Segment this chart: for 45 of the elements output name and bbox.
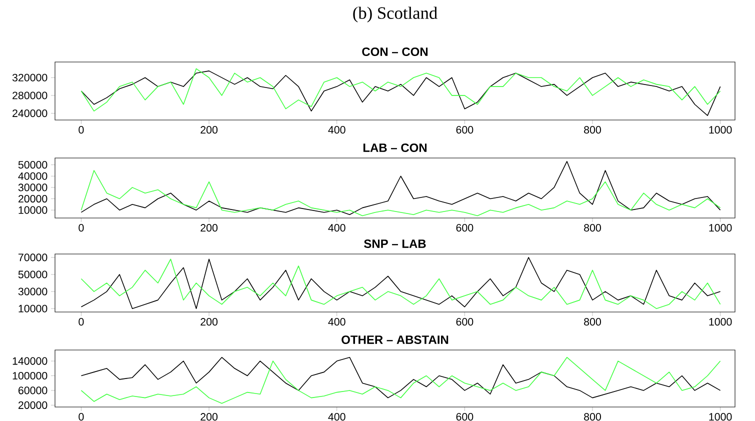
y-tick-label: 100000 bbox=[12, 372, 48, 380]
x-tick-label: 200 bbox=[200, 413, 218, 421]
x-tick-label: 1000 bbox=[709, 318, 732, 326]
chart-title: LAB – CON bbox=[363, 143, 427, 152]
x-tick-label: 800 bbox=[584, 126, 601, 134]
y-tick-label: 140000 bbox=[12, 357, 48, 365]
y-tick-label: 320000 bbox=[12, 74, 48, 82]
x-tick-label: 600 bbox=[456, 413, 474, 421]
y-tick-label: 30000 bbox=[18, 184, 48, 192]
x-tick-label: 400 bbox=[328, 318, 346, 326]
x-tick-label: 0 bbox=[78, 126, 84, 134]
y-tick-label: 50000 bbox=[18, 270, 48, 278]
x-tick-label: 600 bbox=[456, 126, 474, 134]
y-tick-label: 70000 bbox=[18, 254, 48, 262]
text: (b) Scotland bbox=[353, 6, 438, 22]
x-tick-label: 0 bbox=[78, 318, 84, 326]
x-tick-label: 800 bbox=[584, 413, 601, 421]
y-tick-label: 10000 bbox=[18, 304, 48, 312]
x-tick-label: 0 bbox=[78, 413, 84, 421]
x-tick-label: 1000 bbox=[709, 413, 732, 421]
x-tick-label: 200 bbox=[200, 126, 218, 134]
chart-title: CON – CON bbox=[362, 47, 428, 56]
chart-title: OTHER – ABSTAIN bbox=[342, 335, 448, 344]
y-tick-label: 60000 bbox=[18, 386, 48, 394]
y-tick-label: 280000 bbox=[12, 92, 48, 100]
chart-title: SNP – LAB bbox=[364, 239, 426, 248]
x-tick-label: 200 bbox=[200, 224, 218, 232]
x-tick-label: 1000 bbox=[709, 126, 732, 134]
y-tick-label: 20000 bbox=[18, 194, 48, 203]
x-tick-label: 400 bbox=[328, 224, 346, 232]
y-tick-label: 240000 bbox=[12, 110, 48, 118]
x-tick-label: 200 bbox=[200, 318, 218, 326]
x-tick-label: 600 bbox=[456, 224, 474, 232]
y-tick-label: 30000 bbox=[18, 288, 48, 296]
y-tick-label: 10000 bbox=[18, 206, 48, 214]
y-tick-label: 50000 bbox=[18, 161, 48, 169]
x-tick-label: 400 bbox=[328, 126, 346, 134]
y-tick-label: 40000 bbox=[18, 172, 48, 180]
x-tick-label: 0 bbox=[78, 224, 84, 232]
y-tick-label: 20000 bbox=[18, 401, 48, 409]
x-tick-label: 600 bbox=[456, 318, 474, 326]
x-tick-label: 800 bbox=[584, 224, 601, 232]
x-tick-label: 1000 bbox=[709, 224, 732, 232]
x-tick-label: 400 bbox=[328, 413, 346, 421]
x-tick-label: 800 bbox=[584, 318, 601, 326]
